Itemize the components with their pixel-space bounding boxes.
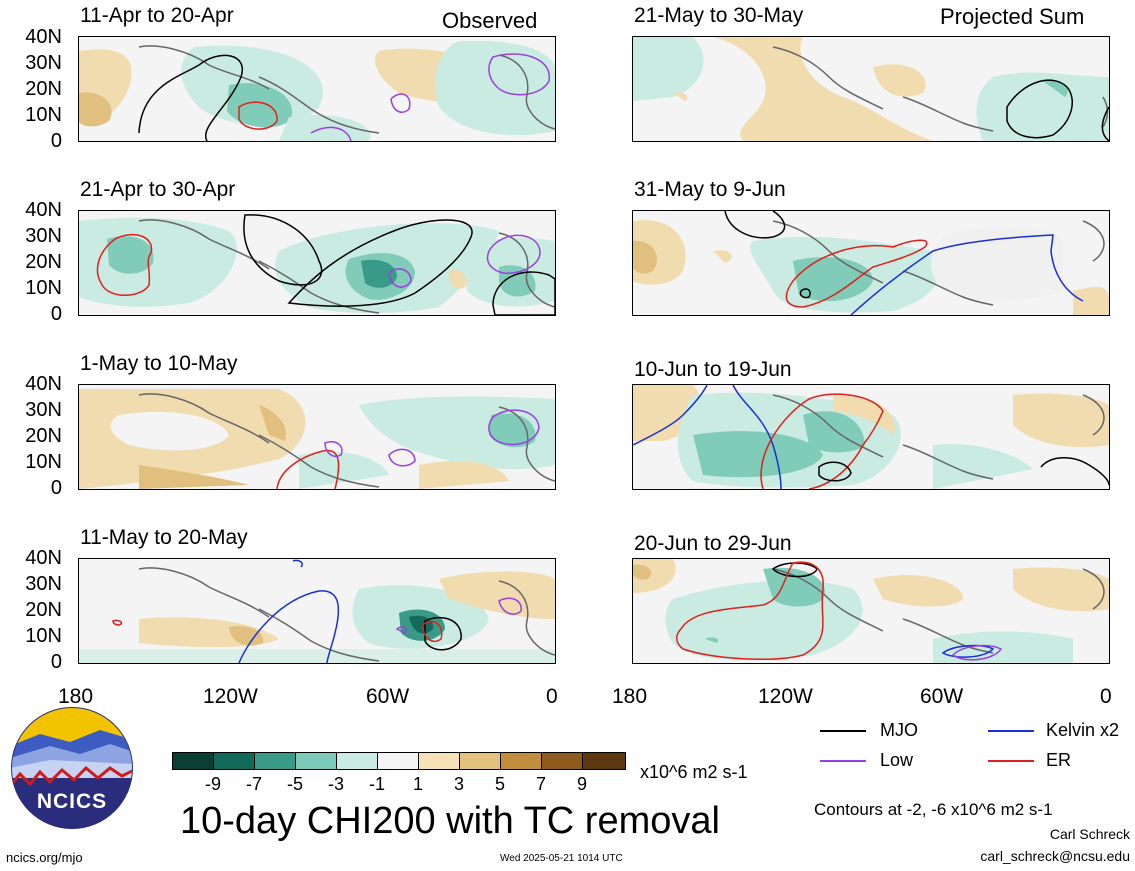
colorbar-label: 9 [576,774,587,794]
legend-line-kelvin [988,730,1034,732]
website-link[interactable]: ncics.org/mjo [6,850,83,865]
panel-title-7: 10-Jun to 19-Jun [634,358,792,381]
colorbar-swatch [336,752,378,770]
y-tick: 20N [25,251,62,273]
colorbar-swatch [377,752,419,770]
timestamp: Wed 2025-05-21 1014 UTC [500,853,623,864]
colorbar-label: -7 [245,774,262,794]
colorbar-label: 7 [535,774,546,794]
legend-line-er [988,760,1034,762]
y-tick: 0 [50,130,62,152]
panel-title-3: 1-May to 10-May [80,352,238,375]
map-panel-4 [78,558,556,664]
colorbar-label: 5 [494,774,505,794]
colorbar-units: x10^6 m2 s-1 [640,762,748,782]
x-tick: 0 [546,685,558,708]
x-tick: 180 [58,685,94,708]
author: Carl Schreck [1049,826,1130,842]
y-tick: 0 [50,303,62,325]
y-tick: 0 [50,477,62,499]
colorbar-label: -5 [286,774,303,794]
y-tick: 10N [25,277,62,299]
y-tick: 40N [25,199,62,221]
colorbar-label: 1 [412,774,423,794]
map-panel-2 [78,210,556,316]
y-tick: 30N [25,573,62,595]
map-panel-1 [78,36,556,142]
main-title: 10-day CHI200 with TC removal [180,800,720,842]
y-tick: 30N [25,225,62,247]
y-tick: 40N [25,373,62,395]
panel-title-2: 21-Apr to 30-Apr [80,178,236,201]
map-panel-8 [632,558,1110,664]
y-tick: 10N [25,451,62,473]
y-tick: 10N [25,104,62,126]
x-tick: 180 [612,685,648,708]
legend-line-low [820,760,866,762]
legend-label-mjo: MJO [880,720,918,740]
map-panel-5 [632,36,1110,142]
colorbar-swatch [500,752,542,770]
y-tick: 30N [25,52,62,74]
email: carl_schreck@ncsu.edu [980,848,1130,864]
y-tick: 10N [25,625,62,647]
colorbar-swatch [459,752,501,770]
map-panel-7 [632,384,1110,490]
x-tick: 120W [203,685,258,708]
colorbar-swatch [418,752,460,770]
projected-label: Projected Sum [940,4,1085,29]
colorbar-label: -3 [327,774,344,794]
x-tick: 60W [366,685,410,708]
panel-title-4: 11-May to 20-May [80,526,248,549]
map-panel-3 [78,384,556,490]
x-tick: 0 [1100,685,1112,708]
colorbar-label: -1 [368,774,385,794]
colorbar-swatch [254,752,296,770]
y-tick: 0 [50,651,62,673]
logo-text: NCICS [36,790,108,813]
colorbar-swatch [541,752,583,770]
colorbar-swatch [582,752,626,770]
y-tick: 40N [25,547,62,569]
map-panel-6 [632,210,1110,316]
x-tick: 120W [758,685,813,708]
panel-title-1: 11-Apr to 20-Apr [80,4,234,27]
legend-label-kelvin: Kelvin x2 [1046,720,1120,740]
y-tick: 20N [25,599,62,621]
y-tick: 30N [25,399,62,421]
contour-note: Contours at -2, -6 x10^6 m2 s-1 [814,800,1053,819]
y-tick: 20N [25,78,62,100]
colorbar-swatch [213,752,255,770]
legend-label-er: ER [1046,750,1072,770]
colorbar-label: 3 [453,774,464,794]
y-tick: 20N [25,425,62,447]
colorbar-label: -9 [204,774,221,794]
panel-title-8: 20-Jun to 29-Jun [634,532,792,555]
legend-label-low: Low [880,750,914,770]
x-tick: 60W [920,685,964,708]
colorbar-swatch [172,752,214,770]
colorbar-swatch [295,752,337,770]
ncics-logo: NCICS [10,706,134,830]
legend-line-mjo [820,730,866,732]
panel-title-6: 31-May to 9-Jun [634,178,786,201]
y-tick: 40N [25,26,62,48]
panel-title-5: 21-May to 30-May [634,4,804,27]
observed-label: Observed [442,8,538,33]
